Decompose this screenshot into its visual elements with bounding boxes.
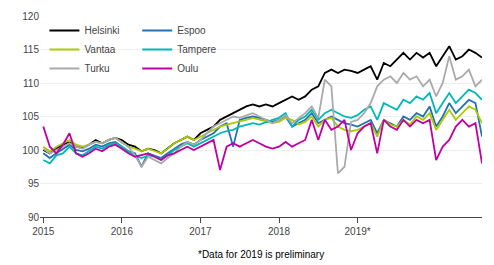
svg-text:110: 110 bbox=[23, 78, 39, 89]
svg-text:2015: 2015 bbox=[32, 226, 55, 237]
svg-text:Helsinki: Helsinki bbox=[84, 25, 119, 36]
svg-text:2017: 2017 bbox=[189, 226, 212, 237]
svg-text:Turku: Turku bbox=[84, 63, 109, 74]
svg-text:Espoo: Espoo bbox=[177, 25, 206, 36]
svg-text:Oulu: Oulu bbox=[177, 63, 198, 74]
svg-text:95: 95 bbox=[28, 178, 40, 189]
svg-text:115: 115 bbox=[23, 44, 39, 55]
svg-text:120: 120 bbox=[22, 11, 39, 22]
svg-text:Tampere: Tampere bbox=[177, 44, 216, 55]
svg-text:90: 90 bbox=[28, 212, 40, 223]
svg-text:*Data for 2019 is preliminary: *Data for 2019 is preliminary bbox=[198, 249, 324, 260]
svg-text:2018: 2018 bbox=[268, 226, 291, 237]
svg-text:105: 105 bbox=[22, 111, 39, 122]
svg-text:2019*: 2019* bbox=[345, 226, 371, 237]
svg-text:Vantaa: Vantaa bbox=[84, 44, 115, 55]
svg-text:2016: 2016 bbox=[111, 226, 134, 237]
svg-text:100: 100 bbox=[22, 145, 39, 156]
